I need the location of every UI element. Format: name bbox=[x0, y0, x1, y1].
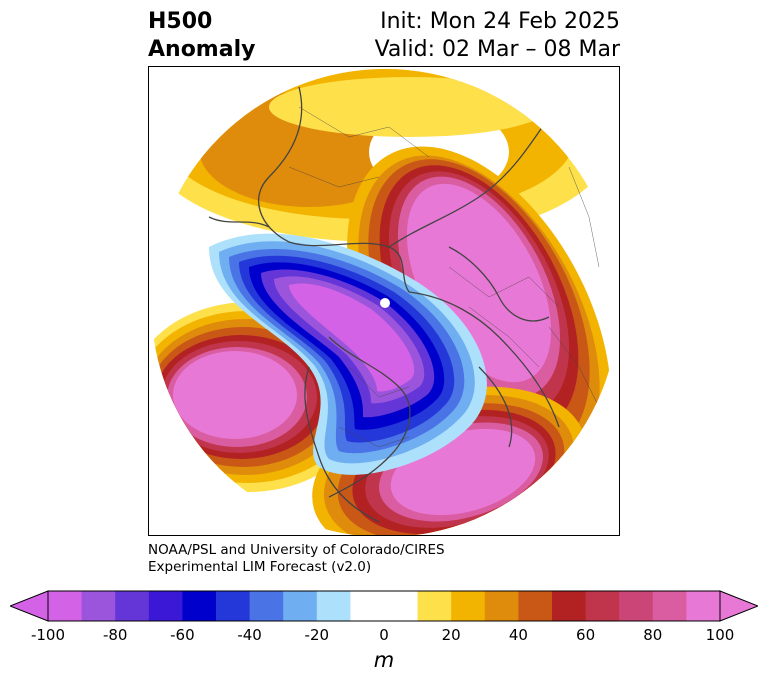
colorbar-tick-label: 40 bbox=[508, 626, 528, 644]
colorbar-bin bbox=[585, 591, 620, 621]
colorbar-tick-label: -20 bbox=[304, 626, 330, 644]
colorbar-tick-label: 80 bbox=[643, 626, 663, 644]
colorbar-outline bbox=[47, 590, 721, 622]
colorbar-extend-high bbox=[719, 590, 758, 622]
anomaly-field bbox=[151, 69, 619, 535]
colorbar-bin bbox=[350, 591, 385, 621]
colorbar-bin bbox=[619, 591, 654, 621]
colorbar-unit: m bbox=[373, 648, 395, 672]
colorbar-tick-label: 20 bbox=[441, 626, 461, 644]
colorbar-tick-label: -60 bbox=[170, 626, 195, 644]
colorbar-ticks: -100 -80 -60 -40 -20 0 20 40 60 80 100 bbox=[0, 626, 768, 648]
colorbar-bin bbox=[518, 591, 553, 621]
colorbar-bin bbox=[283, 591, 318, 621]
credit-line2: Experimental LIM Forecast (v2.0) bbox=[148, 559, 372, 575]
colorbar-tick-label: 0 bbox=[379, 626, 389, 644]
colorbar-bin bbox=[417, 591, 452, 621]
colorbar bbox=[10, 590, 758, 622]
colorbar-bin bbox=[48, 591, 83, 621]
colorbar-bin bbox=[182, 591, 217, 621]
colorbar-bin bbox=[552, 591, 587, 621]
title-right: Init: Mon 24 Feb 2025 Valid: 02 Mar – 08… bbox=[375, 8, 620, 64]
colorbar-bin bbox=[81, 591, 116, 621]
colorbar-tick-label: -40 bbox=[237, 626, 262, 644]
variable-title: H500 bbox=[148, 9, 213, 34]
valid-date-label: Valid: 02 Mar – 08 Mar bbox=[374, 37, 620, 62]
colorbar-bin bbox=[652, 591, 687, 621]
credit-line1: NOAA/PSL and University of Colorado/CIRE… bbox=[148, 542, 445, 558]
colorbar-bin bbox=[316, 591, 351, 621]
colorbar-bin bbox=[686, 591, 721, 621]
colorbar-tick-label: 60 bbox=[576, 626, 596, 644]
colorbar-bin bbox=[384, 591, 419, 621]
colorbar-tick-label: -80 bbox=[102, 626, 128, 644]
colorbar-bin bbox=[216, 591, 251, 621]
country-borders bbox=[288, 106, 600, 448]
pole-marker bbox=[380, 298, 390, 308]
colorbar-bin bbox=[148, 591, 183, 621]
colorbar-tick-label: -100 bbox=[30, 626, 66, 644]
colorbar-bin bbox=[484, 591, 519, 621]
init-date-label: Init: Mon 24 Feb 2025 bbox=[380, 9, 620, 34]
colorbar-bin bbox=[115, 591, 150, 621]
colorbar-tick-label: 100 bbox=[705, 626, 735, 644]
colorbar-bin bbox=[451, 591, 486, 621]
colorbar-bin bbox=[249, 591, 284, 621]
credit: NOAA/PSL and University of Colorado/CIRE… bbox=[148, 542, 445, 576]
title-left: H500 Anomaly bbox=[148, 8, 255, 64]
colorbar-extend-low bbox=[10, 590, 49, 622]
anomaly-title: Anomaly bbox=[148, 37, 256, 62]
polar-map bbox=[148, 66, 620, 536]
